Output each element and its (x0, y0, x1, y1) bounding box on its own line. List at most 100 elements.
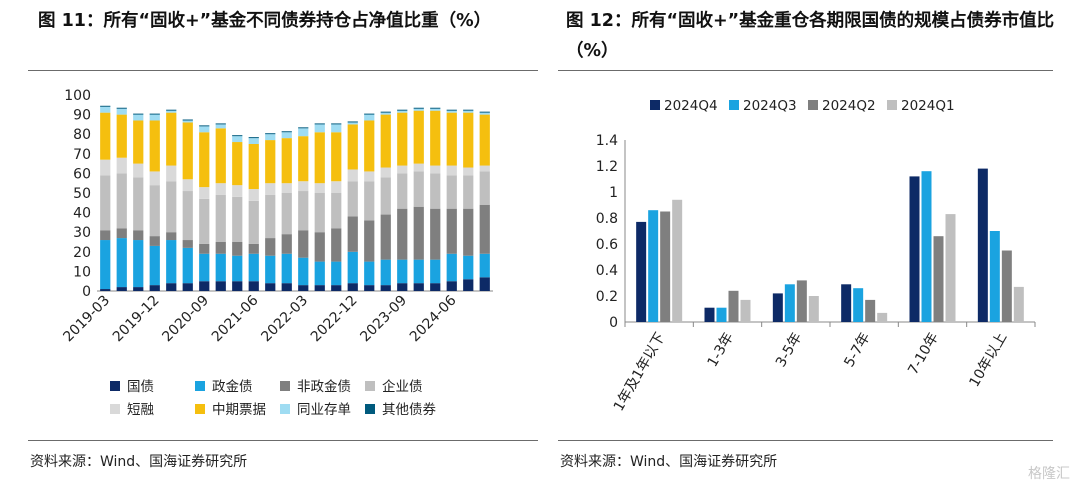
x-tick-label: 10年以上 (967, 330, 1011, 390)
bar-segment-0 (232, 281, 243, 291)
bar-segment-0 (463, 279, 474, 291)
bar-segment-7 (364, 113, 375, 115)
bar-segment-6 (232, 136, 243, 143)
bar-2024Q3 (989, 231, 1000, 322)
bar-segment-1 (149, 245, 160, 286)
bar-segment-7 (182, 119, 193, 121)
left-bottom-divider (28, 440, 538, 441)
legend-label: 国债 (127, 379, 154, 395)
bar-segment-3 (413, 171, 424, 207)
bar-segment-2 (380, 214, 391, 260)
bar-segment-0 (116, 287, 127, 291)
bar-2024Q1 (808, 296, 819, 322)
bar-segment-6 (463, 110, 474, 113)
bar-segment-4 (397, 165, 408, 174)
y-tick-label: 40 (73, 206, 91, 222)
bar-segment-6 (265, 134, 276, 141)
bar-2024Q1 (945, 214, 956, 322)
bar-segment-2 (133, 230, 144, 241)
y-tick-label: 100 (64, 88, 91, 104)
bar-segment-2 (347, 216, 358, 252)
legend-label: 其他债券 (382, 402, 436, 418)
bar-segment-4 (166, 165, 177, 182)
bar-segment-2 (116, 228, 127, 239)
bar-segment-2 (166, 232, 177, 241)
bar-segment-4 (149, 171, 160, 186)
bar-segment-5 (149, 120, 160, 172)
bar-segment-0 (281, 283, 292, 291)
bar-segment-1 (364, 261, 375, 286)
bar-segment-6 (364, 114, 375, 121)
bar-segment-6 (100, 106, 111, 113)
bar-segment-0 (479, 277, 490, 291)
bar-segment-7 (298, 127, 309, 129)
bar-segment-3 (446, 175, 457, 209)
bar-segment-4 (199, 187, 210, 199)
bar-segment-6 (248, 138, 259, 144)
bar-segment-7 (446, 109, 457, 111)
legend-swatch (729, 100, 739, 110)
left-source-note: 资料来源：Wind、国海证券研究所 (30, 454, 248, 470)
legend-swatch (808, 100, 818, 110)
bar-segment-0 (100, 289, 111, 291)
bar-segment-3 (281, 193, 292, 235)
bar-segment-1 (298, 257, 309, 286)
bar-segment-4 (100, 159, 111, 176)
bar-segment-7 (397, 109, 408, 111)
bar-segment-5 (248, 144, 259, 190)
bar-segment-0 (347, 283, 358, 291)
bar-segment-4 (413, 163, 424, 172)
bar-segment-0 (364, 285, 375, 291)
bar-segment-1 (430, 259, 441, 284)
bar-2024Q4 (909, 176, 920, 322)
bar-segment-7 (347, 121, 358, 123)
bar-segment-7 (331, 123, 342, 125)
bar-segment-4 (281, 183, 292, 193)
bar-segment-3 (199, 198, 210, 244)
bar-segment-2 (413, 206, 424, 260)
bar-segment-5 (446, 112, 457, 166)
bar-segment-1 (232, 255, 243, 282)
bar-segment-5 (364, 120, 375, 172)
y-tick-label: 60 (73, 166, 91, 182)
bar-segment-2 (463, 208, 474, 256)
bar-segment-5 (182, 122, 193, 180)
bar-segment-5 (232, 142, 243, 186)
bar-segment-7 (463, 109, 474, 111)
bar-segment-1 (479, 253, 490, 278)
bar-segment-1 (182, 247, 193, 284)
bar-segment-1 (265, 255, 276, 284)
bar-segment-0 (199, 281, 210, 291)
bar-segment-5 (265, 140, 276, 184)
bar-segment-6 (413, 108, 424, 111)
bar-2024Q4 (704, 307, 715, 322)
bar-segment-4 (364, 171, 375, 182)
bar-segment-0 (298, 285, 309, 291)
bar-2024Q1 (877, 312, 888, 322)
bar-segment-6 (331, 124, 342, 133)
bar-segment-0 (182, 283, 193, 291)
bar-segment-0 (430, 283, 441, 291)
bar-segment-4 (430, 165, 441, 174)
bar-2024Q4 (636, 221, 647, 322)
bar-2024Q3 (784, 284, 795, 322)
bar-segment-5 (479, 114, 490, 166)
bar-segment-7 (265, 133, 276, 135)
x-tick-label: 7-10年 (905, 330, 942, 378)
legend-swatch (280, 404, 290, 414)
bar-segment-0 (314, 285, 325, 291)
bar-2024Q4 (772, 293, 783, 322)
bar-segment-7 (133, 113, 144, 115)
bar-segment-4 (314, 183, 325, 193)
bar-segment-2 (100, 230, 111, 241)
bar-2024Q3 (853, 288, 864, 322)
y-tick-label: 50 (73, 186, 91, 202)
bar-2024Q2 (728, 290, 739, 322)
bar-segment-7 (314, 123, 325, 125)
bar-segment-7 (413, 107, 424, 109)
y-tick-label: 0.8 (596, 211, 618, 227)
bar-segment-3 (479, 171, 490, 205)
bar-segment-5 (397, 112, 408, 166)
bar-segment-7 (430, 107, 441, 109)
y-tick-label: 70 (73, 147, 91, 163)
